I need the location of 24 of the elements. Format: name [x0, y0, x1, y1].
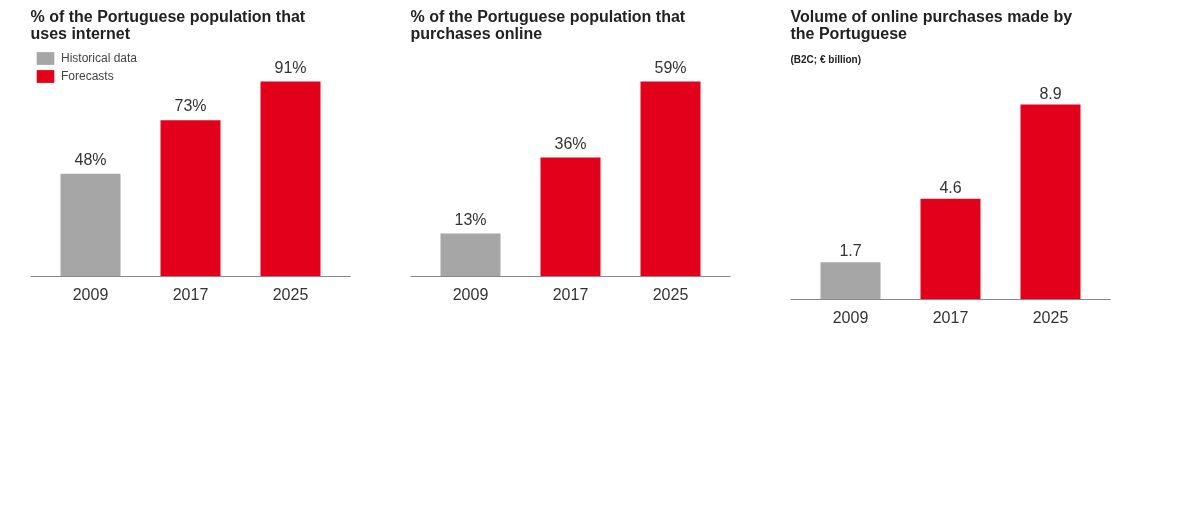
data-label: 4.6	[939, 178, 962, 196]
x-tick-label: 2009	[72, 285, 109, 303]
data-label: 48%	[74, 150, 107, 168]
legend-label: Historical data	[61, 51, 138, 65]
x-tick-label: 2017	[552, 285, 589, 303]
x-tick-label: 2017	[172, 285, 209, 303]
data-label: 73%	[174, 97, 207, 115]
data-label: 36%	[554, 134, 587, 152]
x-tick-label: 2025	[652, 285, 689, 303]
x-tick-label: 2025	[272, 285, 309, 303]
data-label: 8.9	[1039, 84, 1062, 102]
data-label: 59%	[654, 58, 687, 76]
chart-title: % of the Portuguese population that purchases online	[410, 7, 686, 42]
x-tick-label: 2025	[1032, 308, 1069, 326]
x-tick-label: 2009	[832, 308, 869, 326]
data-label: 1.7	[839, 242, 862, 260]
chart-subtitle: (B2C; € billion)	[790, 53, 862, 65]
data-label: 13%	[454, 210, 487, 228]
chart-title: % of the Portuguese population that uses internet	[30, 7, 306, 42]
x-tick-label: 2009	[452, 285, 489, 303]
x-tick-label: 2017	[932, 308, 969, 326]
data-label: 91%	[274, 58, 307, 76]
legend-label: Forecasts	[61, 69, 114, 83]
chart-title: Volume of online purchases made by the Portuguese	[790, 7, 1073, 42]
